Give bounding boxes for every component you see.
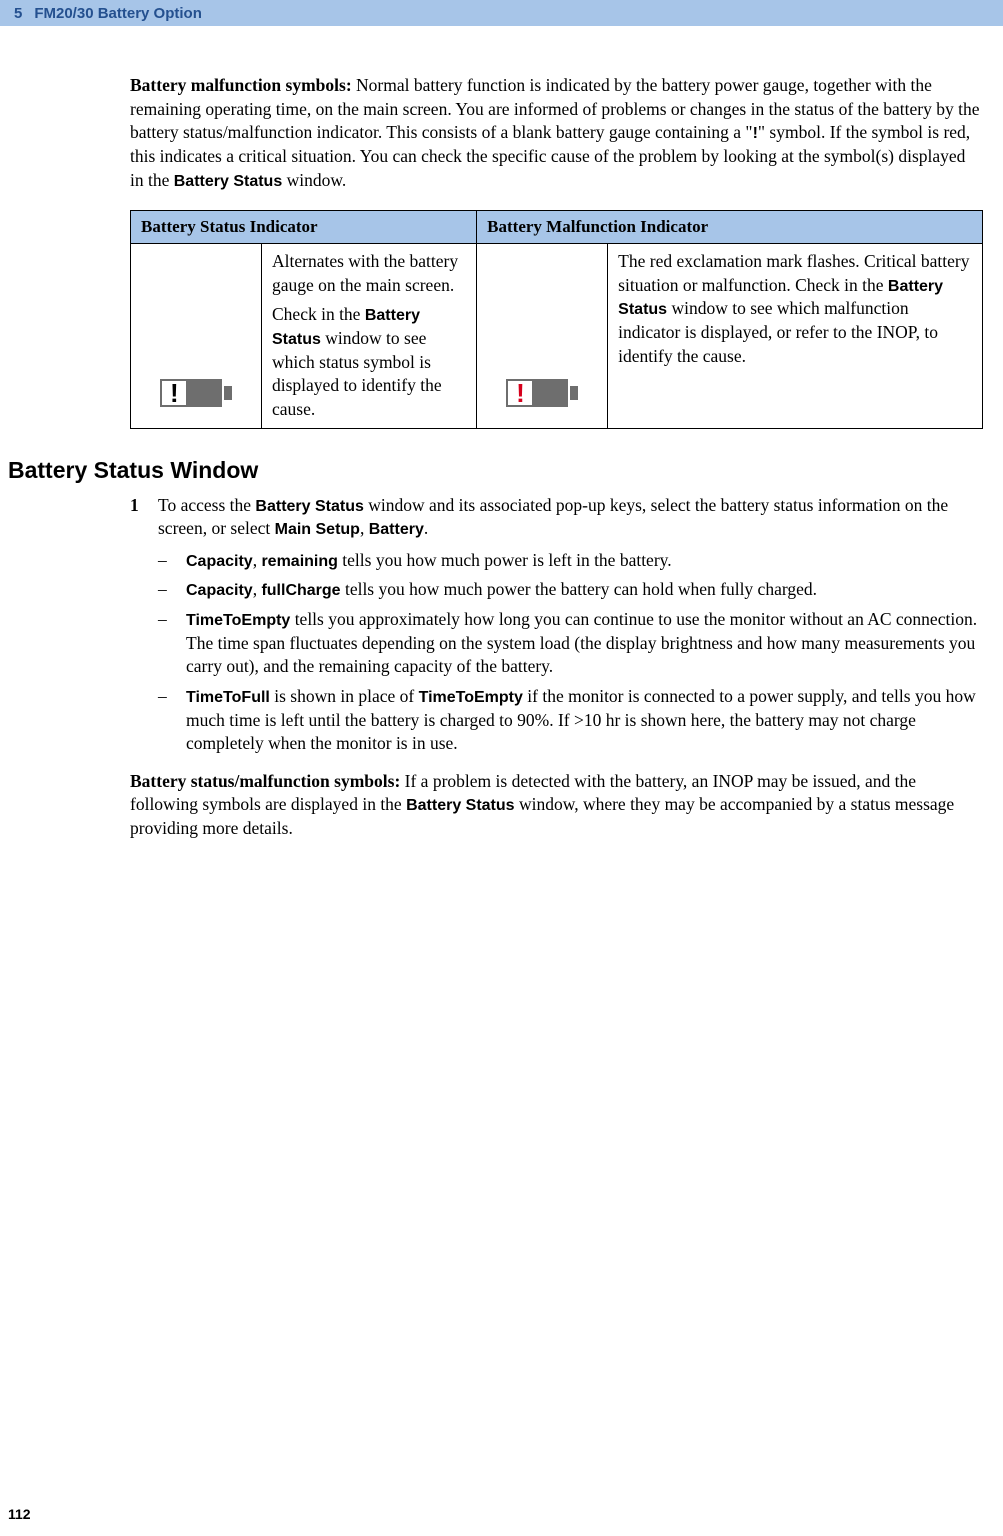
dash-3-mid: is shown in place of [270,686,419,706]
lower-bold: Battery Status [406,797,514,814]
malfunction-icon-cell: ! [477,244,608,428]
status-desc-cell: Alternates with the battery gauge on the… [262,244,477,428]
step-1-sep: , [360,518,369,538]
intro-lead: Battery malfunction symbols: [130,75,352,95]
dash-1-b2: fullCharge [261,582,340,599]
dash-marker: – [158,578,186,602]
step-1-b1: Battery Status [255,498,363,515]
dash-0-b2: remaining [261,553,337,570]
status-desc-pre: Check in the [272,304,365,324]
dash-2-rest: tells you approximately how long you can… [186,609,977,676]
section-heading: Battery Status Window [8,457,1003,484]
step-1-b3: Battery [369,521,424,538]
dash-0-rest: tells you how much power is left in the … [338,550,672,570]
status-desc-line1: Alternates with the battery gauge on the… [272,250,466,297]
dash-3-b2: TimeToEmpty [419,689,523,706]
intro-paragraph: Battery malfunction symbols: Normal batt… [130,74,983,192]
dash-marker: – [158,608,186,679]
step-1-pre: To access the [158,495,255,515]
dash-item-timetoempty: – TimeToEmpty tells you approximately ho… [158,608,983,679]
intro-battery-status-ref: Battery Status [174,173,282,190]
lower-lead: Battery status/malfunction symbols: [130,771,400,791]
dash-0-b: Capacity [186,553,253,570]
dash-3-b: TimeToFull [186,689,270,706]
dash-marker: – [158,549,186,573]
step-1-b2: Main Setup [275,521,360,538]
dash-1-rest: tells you how much power the battery can… [341,579,817,599]
intro-text-3: window. [282,170,346,190]
dash-2-b: TimeToEmpty [186,612,290,629]
th-status-indicator: Battery Status Indicator [131,211,477,244]
dash-item-capacity-fullcharge: – Capacity, fullCharge tells you how muc… [158,578,983,602]
lower-paragraph: Battery status/malfunction symbols: If a… [130,770,983,841]
dash-marker: – [158,685,186,756]
page-number: 112 [8,1506,31,1522]
step-1-end: . [424,518,428,538]
page-header: 5 FM20/30 Battery Option [0,0,1003,26]
dash-1-b: Capacity [186,582,253,599]
status-icon-cell: ! [131,244,262,428]
malfunction-desc-post: window to see which malfunction indicato… [618,298,938,365]
step-1: 1 To access the Battery Status window an… [130,494,983,541]
dash-item-timetofull: – TimeToFull is shown in place of TimeTo… [158,685,983,756]
battery-status-icon: ! [160,379,232,407]
th-malfunction-indicator: Battery Malfunction Indicator [477,211,983,244]
battery-malfunction-icon: ! [506,379,578,407]
dash-item-capacity-remaining: – Capacity, remaining tells you how much… [158,549,983,573]
step-1-number: 1 [130,494,158,541]
malfunction-desc-cell: The red exclamation mark flashes. Critic… [608,244,983,428]
chapter-title: FM20/30 Battery Option [34,5,202,22]
battery-indicator-table: Battery Status Indicator Battery Malfunc… [130,210,983,428]
chapter-number: 5 [14,5,22,22]
